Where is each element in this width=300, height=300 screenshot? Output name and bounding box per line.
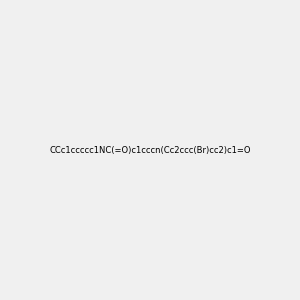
- Text: CCc1ccccc1NC(=O)c1cccn(Cc2ccc(Br)cc2)c1=O: CCc1ccccc1NC(=O)c1cccn(Cc2ccc(Br)cc2)c1=…: [49, 146, 251, 154]
